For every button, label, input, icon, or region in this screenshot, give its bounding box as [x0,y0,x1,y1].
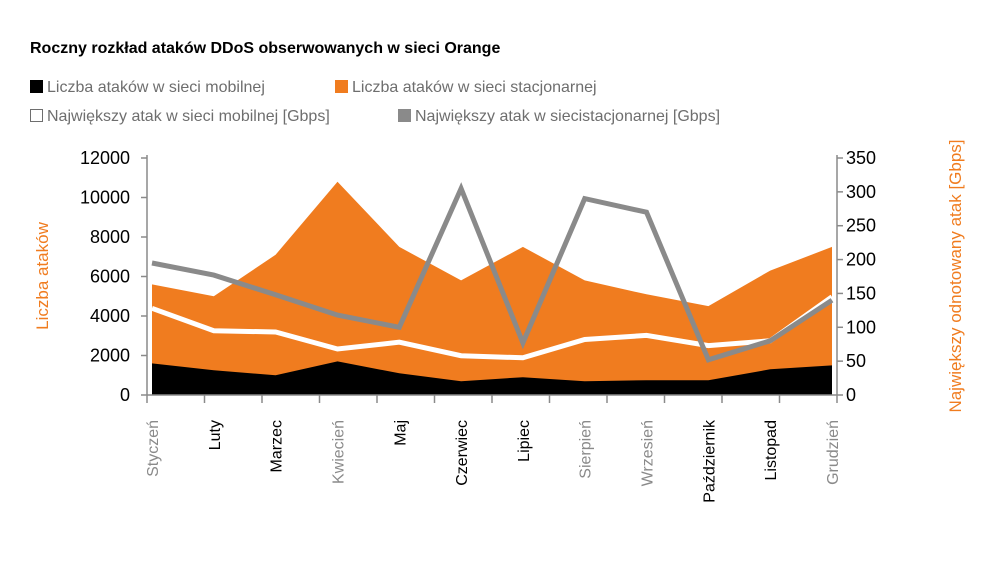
right-tick-label: 50 [846,351,866,371]
line-fixed-max [151,182,834,363]
x-category-label: Kwiecień [330,420,347,484]
x-category-label: Styczeń [145,420,162,477]
x-category-label: Marzec [269,420,286,472]
left-tick-label: 0 [120,385,130,405]
x-category-label: Sierpień [578,420,595,479]
left-tick-label: 10000 [80,188,130,208]
line-mobile-max [151,294,834,361]
line-layer [151,182,834,363]
x-category-label: Czerwiec [454,420,471,486]
label-layer: Styczeń Luty Marzec Kwiecień Maj Czerwiec Lipi… [33,139,965,502]
right-tick-label: 150 [846,283,876,303]
legend-label-4: Największy atak w siecistacjonarnej [Gbp… [415,108,720,125]
area-mobile [152,361,832,395]
left-tick-label: 4000 [90,306,130,326]
left-tick-label: 2000 [90,346,130,366]
legend: Liczba ataków w sieci mobilnej Liczba ata… [30,79,720,125]
x-category-label: Lipiec [516,420,533,462]
right-tick-label: 100 [846,317,876,337]
legend-label-3: Największy atak w sieci mobilnej [Gbps] [47,108,330,125]
left-tick-label: 12000 [80,148,130,168]
legend-swatch-4 [398,109,411,122]
legend-label-1: Liczba ataków w sieci mobilnej [47,79,265,96]
legend-label-2: Liczba ataków w sieci stacjonarnej [352,79,597,96]
x-category-label: Listopad [763,420,780,481]
chart-title: Roczny rozkład ataków DDoS obserwowanych… [30,40,500,57]
right-tick-label: 300 [846,182,876,202]
area-fixed [152,181,832,395]
y-axis-right-label: Największy odnotowany atak [Gbps] [946,139,965,412]
legend-swatch-3 [30,109,43,122]
x-category-label: Wrzesień [640,420,657,486]
axes-layer: 0 2000 4000 6000 8000 10000 12000 0 50 100 150 200 2… [80,148,876,405]
x-category-label: Luty [207,420,224,450]
y-axis-left-label: Liczba ataków [33,221,52,329]
area-layer [152,181,832,395]
x-category-label: Październik [701,419,718,503]
left-tick-label: 8000 [90,227,130,247]
x-category-label: Grudzień [825,420,842,485]
right-tick-label: 250 [846,216,876,236]
right-tick-label: 200 [846,250,876,270]
right-tick-label: 350 [846,148,876,168]
legend-swatch-2 [335,80,348,93]
legend-swatch-1 [30,80,43,93]
x-category-label: Maj [392,420,409,446]
right-tick-label: 0 [846,385,856,405]
left-tick-label: 6000 [90,267,130,287]
